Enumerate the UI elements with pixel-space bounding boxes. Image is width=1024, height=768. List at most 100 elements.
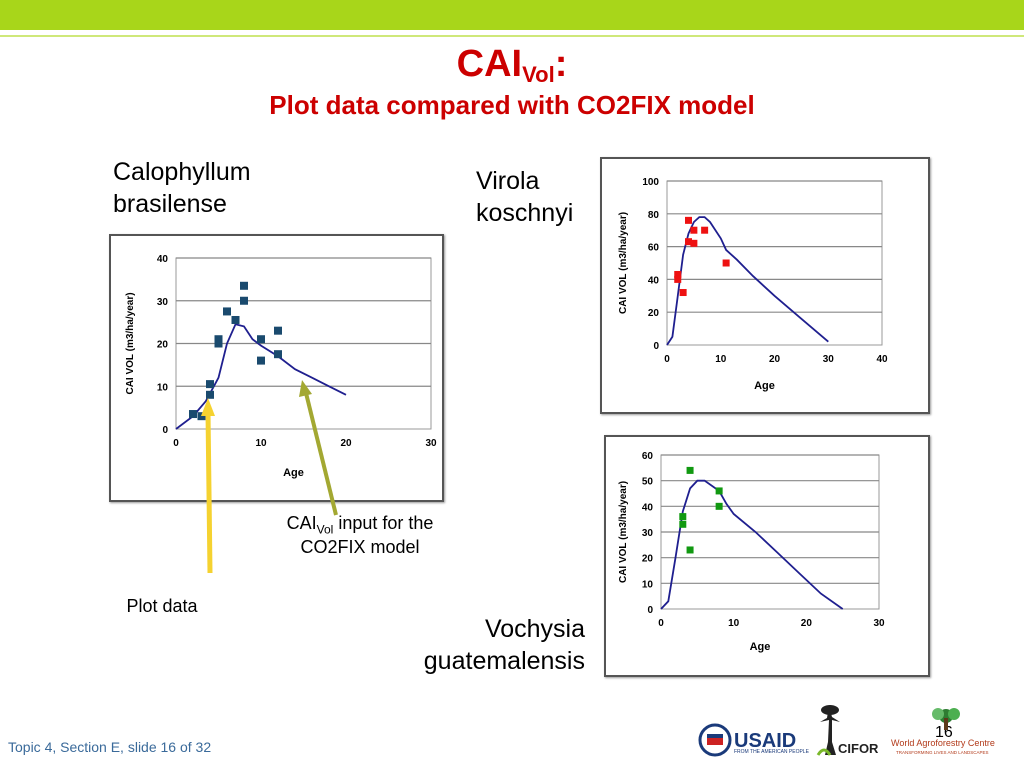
y-tick-label: 20 [648, 308, 660, 319]
x-tick-label: 30 [873, 618, 885, 629]
x-tick-label: 0 [664, 354, 670, 365]
x-axis-label: Age [750, 641, 771, 653]
plot-data-note: Plot data [126, 596, 198, 616]
title-colon: : [554, 43, 568, 85]
chart-virola: 0 20 40 60 80 100 0 10 20 30 40 Age CAI VOL (m3/ha/y… [600, 157, 930, 414]
data-point [197, 412, 206, 421]
x-axis-label: Age [754, 380, 775, 392]
icraf-tagline: TRANSFORMING LIVES AND LANDSCAPES [896, 750, 989, 755]
slide-title: CAIVol: [0, 42, 1024, 91]
title-main: CAI [456, 43, 523, 85]
data-point [206, 380, 214, 389]
data-point [715, 502, 723, 510]
x-tick-label: 30 [823, 354, 835, 365]
partner-logos: USAID FROM THE AMERICAN PEOPLE CIFOR Wor… [698, 705, 995, 757]
x-tick-label: 40 [876, 354, 888, 365]
cifor-text: CIFOR [838, 741, 879, 756]
data-point [685, 238, 692, 246]
usaid-logo: USAID FROM THE AMERICAN PEOPLE [698, 723, 810, 757]
y-tick-label: 60 [648, 243, 660, 254]
x-tick-label: 0 [173, 438, 179, 449]
data-point [679, 520, 687, 528]
x-axis-label: Age [283, 467, 304, 479]
y-tick-label: 40 [648, 275, 660, 286]
x-tick-label: 10 [255, 438, 267, 449]
yellow-arrow-shaft [205, 411, 213, 574]
y-axis-label: CAI VOL (m3/ha/year) [618, 212, 629, 314]
x-tick-label: 10 [715, 354, 727, 365]
cai-input-note: CAIVol input for the CO2FIX model [260, 513, 460, 558]
cifor-logo: CIFOR [816, 705, 879, 756]
data-point [189, 410, 197, 419]
usaid-tagline: FROM THE AMERICAN PEOPLE [734, 749, 810, 755]
x-tick-label: 20 [340, 438, 352, 449]
data-point [674, 275, 682, 283]
y-tick-label: 40 [157, 254, 169, 265]
y-tick-label: 50 [642, 477, 654, 488]
data-point [685, 216, 692, 224]
data-point [231, 315, 240, 324]
cai-input-rest: input for the CO2FIX model [300, 513, 434, 557]
y-tick-label: 30 [642, 528, 654, 539]
data-point [690, 239, 698, 247]
accent-bar [0, 0, 1024, 30]
y-tick-label: 0 [653, 341, 659, 352]
slide-footer: Topic 4, Section E, slide 16 of 32 [8, 739, 212, 755]
y-axis-label: CAI VOL (m3/ha/year) [618, 481, 629, 583]
data-point [701, 226, 709, 234]
species-label-virola: Virola koschnyi [476, 167, 574, 227]
cai-input-prefix: CAI [286, 513, 317, 533]
y-axis-label: CAI VOL (m3/ha/year) [125, 292, 136, 394]
data-point [240, 296, 248, 305]
title-subscript: Vol [522, 62, 555, 87]
olive-arrow-shaft [304, 392, 338, 516]
slide-subtitle: Plot data compared with CO2FIX model [269, 90, 755, 120]
data-point [686, 466, 694, 474]
y-tick-label: 20 [642, 554, 654, 565]
data-point [240, 281, 248, 290]
y-tick-label: 40 [642, 502, 654, 513]
slide-number: 16 [935, 724, 953, 741]
y-tick-label: 10 [157, 382, 169, 393]
usaid-text: USAID [734, 730, 796, 752]
icraf-text: World Agroforestry Centre [891, 738, 995, 748]
accent-line [0, 30, 1024, 37]
y-tick-label: 100 [642, 177, 659, 188]
x-tick-label: 20 [769, 354, 781, 365]
data-point [722, 259, 730, 267]
y-tick-label: 0 [647, 605, 653, 616]
y-tick-label: 80 [648, 210, 660, 221]
icraf-logo: World Agroforestry Centre TRANSFORMING L… [891, 708, 995, 755]
y-tick-label: 20 [157, 340, 169, 351]
x-tick-label: 20 [801, 618, 813, 629]
chart-virola-svg: 0 20 40 60 80 100 0 10 20 30 40 Age CAI VOL (m3/ha/y… [618, 177, 888, 392]
x-tick-label: 30 [425, 438, 437, 449]
data-point [214, 339, 223, 348]
data-point [690, 226, 698, 234]
species-label-vochysia: Vochysia guatemalensis [423, 615, 585, 675]
y-tick-label: 10 [642, 579, 654, 590]
olive-arrow-head [299, 380, 312, 397]
data-point [206, 390, 214, 399]
data-point [679, 513, 687, 521]
data-point [214, 335, 223, 344]
data-point [257, 356, 265, 365]
data-point [223, 307, 231, 316]
data-point [679, 289, 687, 297]
y-tick-label: 0 [162, 425, 168, 436]
data-point [274, 326, 282, 335]
x-tick-label: 10 [728, 618, 740, 629]
data-point [274, 350, 282, 359]
yellow-arrow-head [201, 398, 215, 416]
cai-input-subscript: Vol [316, 522, 334, 537]
y-tick-label: 30 [157, 297, 169, 308]
species-label-calophyllum: Calophyllum brasilense [113, 158, 251, 218]
x-tick-label: 0 [658, 618, 664, 629]
chart-vochysia-svg: 0 10 20 30 40 50 60 0 10 20 30 Age CAI VOL (m3/ha/ye… [618, 451, 885, 653]
data-point [715, 487, 723, 495]
data-point [674, 270, 682, 278]
data-point [686, 546, 694, 554]
y-tick-label: 60 [642, 451, 654, 462]
chart-vochysia: 0 10 20 30 40 50 60 0 10 20 30 Age CAI VOL (m3/ha/ye… [604, 435, 930, 677]
